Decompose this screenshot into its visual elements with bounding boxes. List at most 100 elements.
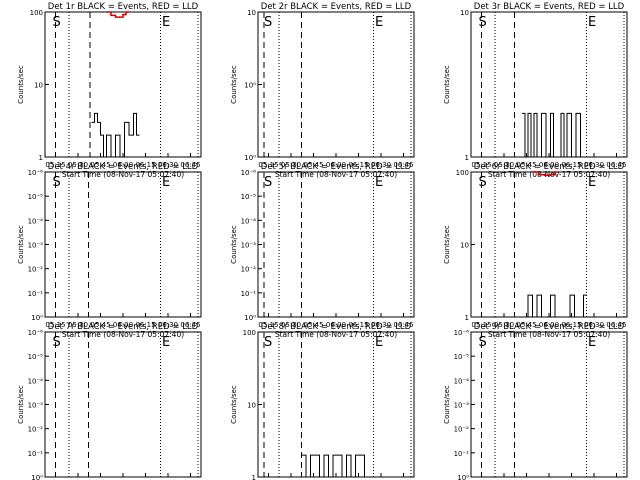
detector-panel-8: Det 8r BLACK = Events, RED = LLD 1 10 100 Co… — [230, 322, 415, 480]
y-tick-label: 10⁻⁶ — [454, 329, 470, 337]
marker-e: E — [588, 15, 596, 30]
x-tick-label: 05:15 — [45, 161, 65, 169]
marker-s: S — [53, 335, 61, 350]
x-tick-label: 06:45 — [606, 321, 626, 329]
y-tick-label: 10⁻² — [454, 426, 470, 434]
events-series-line — [522, 112, 584, 158]
y-tick-label: 10⁻³ — [28, 402, 44, 410]
x-tick-label: 06:00 — [326, 161, 346, 169]
y-tick-label: 1 — [252, 474, 256, 480]
y-tick-label: 10⁻⁵ — [28, 193, 44, 201]
x-axis-label: Start Time (08-Nov-17 05:07:40) — [62, 330, 184, 339]
x-tick-label: 05:15 — [258, 161, 278, 169]
detector-panel-3: Det 3r BLACK = Events, RED = LLD 1 10 Count… — [443, 2, 628, 179]
x-tick-label: 05:30 — [281, 161, 301, 169]
y-tick-label: 1 — [39, 154, 43, 162]
x-tick-label: 05:15 — [258, 321, 278, 329]
x-axis-label: Start Time (08-Nov-17 05:07:40) — [275, 330, 397, 339]
x-tick-label: 06:30 — [584, 161, 604, 169]
x-axis-label: Start Time (08-Nov-17 05:07:40) — [62, 170, 184, 179]
events-series-line — [91, 112, 140, 158]
y-tick-label: 10⁰ — [244, 82, 256, 90]
marker-e: E — [588, 335, 596, 350]
y-tick-label: 10⁻⁵ — [241, 193, 257, 201]
y-axis-label: Counts/sec — [443, 225, 451, 264]
y-axis-label: Counts/sec — [230, 65, 238, 104]
y-tick-label: 10⁻¹ — [241, 290, 257, 298]
plot-frame — [470, 331, 628, 478]
y-axis-label: Counts/sec — [17, 65, 25, 104]
x-tick-label: 05:30 — [68, 321, 88, 329]
x-tick-label: 06:30 — [158, 161, 178, 169]
x-tick-label: 05:45 — [303, 321, 323, 329]
x-tick-label: 05:45 — [303, 161, 323, 169]
plot-frame — [257, 171, 415, 318]
marker-s: S — [479, 15, 487, 30]
y-tick-label: 10⁻² — [28, 426, 44, 434]
y-tick-label: 100 — [243, 329, 256, 337]
panel-title: Det 4r BLACK = Events, RED = LLD — [48, 162, 199, 172]
y-tick-label: 10⁰ — [244, 314, 256, 322]
x-axis-label: Start Time (08-Nov-17 05:07:40) — [488, 170, 610, 179]
plot-frame — [257, 11, 415, 158]
x-tick-label: 05:45 — [516, 321, 536, 329]
detector-panel-1: Det 1r BLACK = Events, RED = LLD 1 10 100 Co… — [17, 2, 202, 179]
y-tick-label: 10 — [247, 9, 256, 17]
marker-e: E — [375, 335, 383, 350]
x-tick-label: 06:30 — [371, 161, 391, 169]
events-series-line — [523, 294, 587, 318]
detector-panel-4: Det 4r BLACK = Events, RED = LLD 10⁰ 10⁻¹ 1… — [17, 162, 202, 339]
y-tick-label: 10⁻³ — [241, 242, 257, 250]
x-tick-label: 06:45 — [180, 321, 200, 329]
x-tick-label: 05:30 — [494, 161, 514, 169]
y-axis-label: Counts/sec — [17, 385, 25, 424]
y-tick-label: 10⁻⁵ — [28, 353, 44, 361]
y-tick-label: 10 — [34, 82, 43, 90]
x-axis-label: Start Time (08-Nov-17 05:07:40) — [488, 330, 610, 339]
panel-title: Det 5r BLACK = Events, RED = LLD — [261, 162, 412, 172]
y-tick-label: 100 — [30, 9, 43, 17]
y-axis-label: Counts/sec — [230, 385, 238, 424]
x-tick-label: 06:15 — [561, 161, 581, 169]
y-axis-label: Counts/sec — [443, 65, 451, 104]
x-tick-label: 06:00 — [113, 321, 133, 329]
panel-title: Det 3r BLACK = Events, RED = LLD — [474, 2, 625, 12]
y-tick-label: 10⁻⁴ — [454, 377, 470, 385]
marker-e: E — [588, 175, 596, 190]
marker-s: S — [479, 175, 487, 190]
y-tick-label: 10⁰ — [31, 314, 43, 322]
panel-title: Det 9r BLACK = Events, RED = LLD — [474, 322, 625, 332]
y-tick-label: 10⁰ — [31, 474, 43, 480]
events-series-line — [301, 454, 368, 478]
x-tick-label: 06:15 — [135, 321, 155, 329]
y-tick-label: 10⁻⁴ — [241, 217, 257, 225]
x-tick-label: 06:30 — [371, 321, 391, 329]
x-tick-label: 06:30 — [158, 321, 178, 329]
y-tick-label: 10⁻⁶ — [241, 169, 257, 177]
y-tick-label: 10⁰ — [244, 154, 256, 162]
x-tick-label: 05:45 — [90, 321, 110, 329]
plot-frame — [470, 11, 628, 158]
x-tick-label: 06:45 — [606, 161, 626, 169]
y-tick-label: 10⁻⁶ — [28, 329, 44, 337]
y-tick-label: 10⁻³ — [454, 402, 470, 410]
y-axis-label: Counts/sec — [17, 225, 25, 264]
x-tick-label: 05:30 — [494, 321, 514, 329]
x-tick-label: 06:00 — [539, 161, 559, 169]
x-tick-label: 05:15 — [471, 321, 491, 329]
x-tick-label: 06:15 — [561, 321, 581, 329]
detector-panel-9: Det 9r BLACK = Events, RED = LLD 10⁰ 10⁻¹ 1… — [443, 322, 628, 480]
y-tick-label: 10 — [247, 402, 256, 410]
x-tick-label: 06:45 — [393, 321, 413, 329]
marker-e: E — [162, 335, 170, 350]
y-tick-label: 1 — [465, 154, 469, 162]
x-tick-label: 06:00 — [539, 321, 559, 329]
marker-s: S — [264, 175, 272, 190]
x-tick-label: 05:45 — [90, 161, 110, 169]
detector-panel-5: Det 5r BLACK = Events, RED = LLD 10⁰ 10⁻¹ 1… — [230, 162, 415, 339]
detector-panel-2: Det 2r BLACK = Events, RED = LLD 10⁰ 10⁰ 10… — [230, 2, 415, 179]
y-tick-label: 10⁻⁵ — [454, 353, 470, 361]
y-tick-label: 10⁰ — [457, 474, 469, 480]
marker-s: S — [264, 15, 272, 30]
